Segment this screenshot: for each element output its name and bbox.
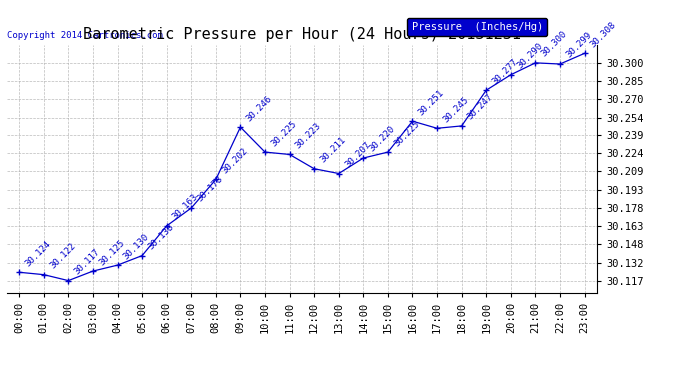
Pressure  (Inches/Hg) bbox=[531, 61, 540, 65]
Pressure  (Inches/Hg) bbox=[261, 150, 269, 154]
Pressure  (Inches/Hg) bbox=[482, 88, 491, 93]
Pressure  (Inches/Hg) bbox=[138, 254, 146, 258]
Pressure  (Inches/Hg) bbox=[310, 166, 318, 171]
Pressure  (Inches/Hg) bbox=[457, 124, 466, 128]
Pressure  (Inches/Hg) bbox=[236, 125, 244, 129]
Legend: Pressure  (Inches/Hg): Pressure (Inches/Hg) bbox=[407, 18, 547, 36]
Text: 30.251: 30.251 bbox=[417, 88, 446, 117]
Pressure  (Inches/Hg) bbox=[506, 72, 515, 77]
Pressure  (Inches/Hg) bbox=[15, 270, 23, 274]
Text: 30.245: 30.245 bbox=[441, 95, 471, 124]
Text: 30.225: 30.225 bbox=[392, 119, 421, 148]
Pressure  (Inches/Hg) bbox=[163, 224, 171, 228]
Line: Pressure  (Inches/Hg): Pressure (Inches/Hg) bbox=[16, 50, 588, 284]
Pressure  (Inches/Hg) bbox=[556, 62, 564, 66]
Pressure  (Inches/Hg) bbox=[113, 263, 121, 267]
Text: 30.125: 30.125 bbox=[97, 238, 126, 267]
Pressure  (Inches/Hg) bbox=[286, 152, 294, 157]
Text: 30.122: 30.122 bbox=[48, 242, 77, 270]
Text: 30.247: 30.247 bbox=[466, 93, 495, 122]
Pressure  (Inches/Hg) bbox=[187, 206, 195, 210]
Text: 30.300: 30.300 bbox=[540, 30, 569, 58]
Pressure  (Inches/Hg) bbox=[64, 278, 72, 283]
Text: 30.211: 30.211 bbox=[318, 135, 348, 165]
Text: 30.178: 30.178 bbox=[195, 175, 224, 204]
Text: 30.308: 30.308 bbox=[589, 20, 618, 49]
Text: 30.163: 30.163 bbox=[171, 192, 200, 222]
Pressure  (Inches/Hg) bbox=[408, 119, 417, 123]
Text: 30.223: 30.223 bbox=[294, 121, 323, 150]
Text: 30.207: 30.207 bbox=[343, 140, 372, 170]
Pressure  (Inches/Hg) bbox=[335, 171, 343, 176]
Text: 30.246: 30.246 bbox=[244, 94, 274, 123]
Title: Barometric Pressure per Hour (24 Hours) 20131231: Barometric Pressure per Hour (24 Hours) … bbox=[83, 27, 521, 42]
Text: 30.225: 30.225 bbox=[269, 119, 298, 148]
Text: 30.138: 30.138 bbox=[146, 222, 175, 252]
Text: 30.220: 30.220 bbox=[368, 125, 397, 154]
Pressure  (Inches/Hg) bbox=[39, 272, 48, 277]
Pressure  (Inches/Hg) bbox=[359, 156, 368, 160]
Text: Copyright 2014 Cartronics.com: Copyright 2014 Cartronics.com bbox=[7, 31, 163, 40]
Pressure  (Inches/Hg) bbox=[580, 51, 589, 56]
Text: 30.290: 30.290 bbox=[515, 41, 544, 70]
Text: 30.124: 30.124 bbox=[23, 239, 52, 268]
Pressure  (Inches/Hg) bbox=[212, 177, 220, 182]
Text: 30.130: 30.130 bbox=[121, 232, 151, 261]
Pressure  (Inches/Hg) bbox=[384, 150, 392, 154]
Text: 30.202: 30.202 bbox=[220, 146, 249, 175]
Text: 30.277: 30.277 bbox=[491, 57, 520, 86]
Pressure  (Inches/Hg) bbox=[433, 126, 441, 130]
Text: 30.299: 30.299 bbox=[564, 31, 593, 60]
Text: 30.117: 30.117 bbox=[72, 247, 101, 276]
Pressure  (Inches/Hg) bbox=[89, 269, 97, 273]
